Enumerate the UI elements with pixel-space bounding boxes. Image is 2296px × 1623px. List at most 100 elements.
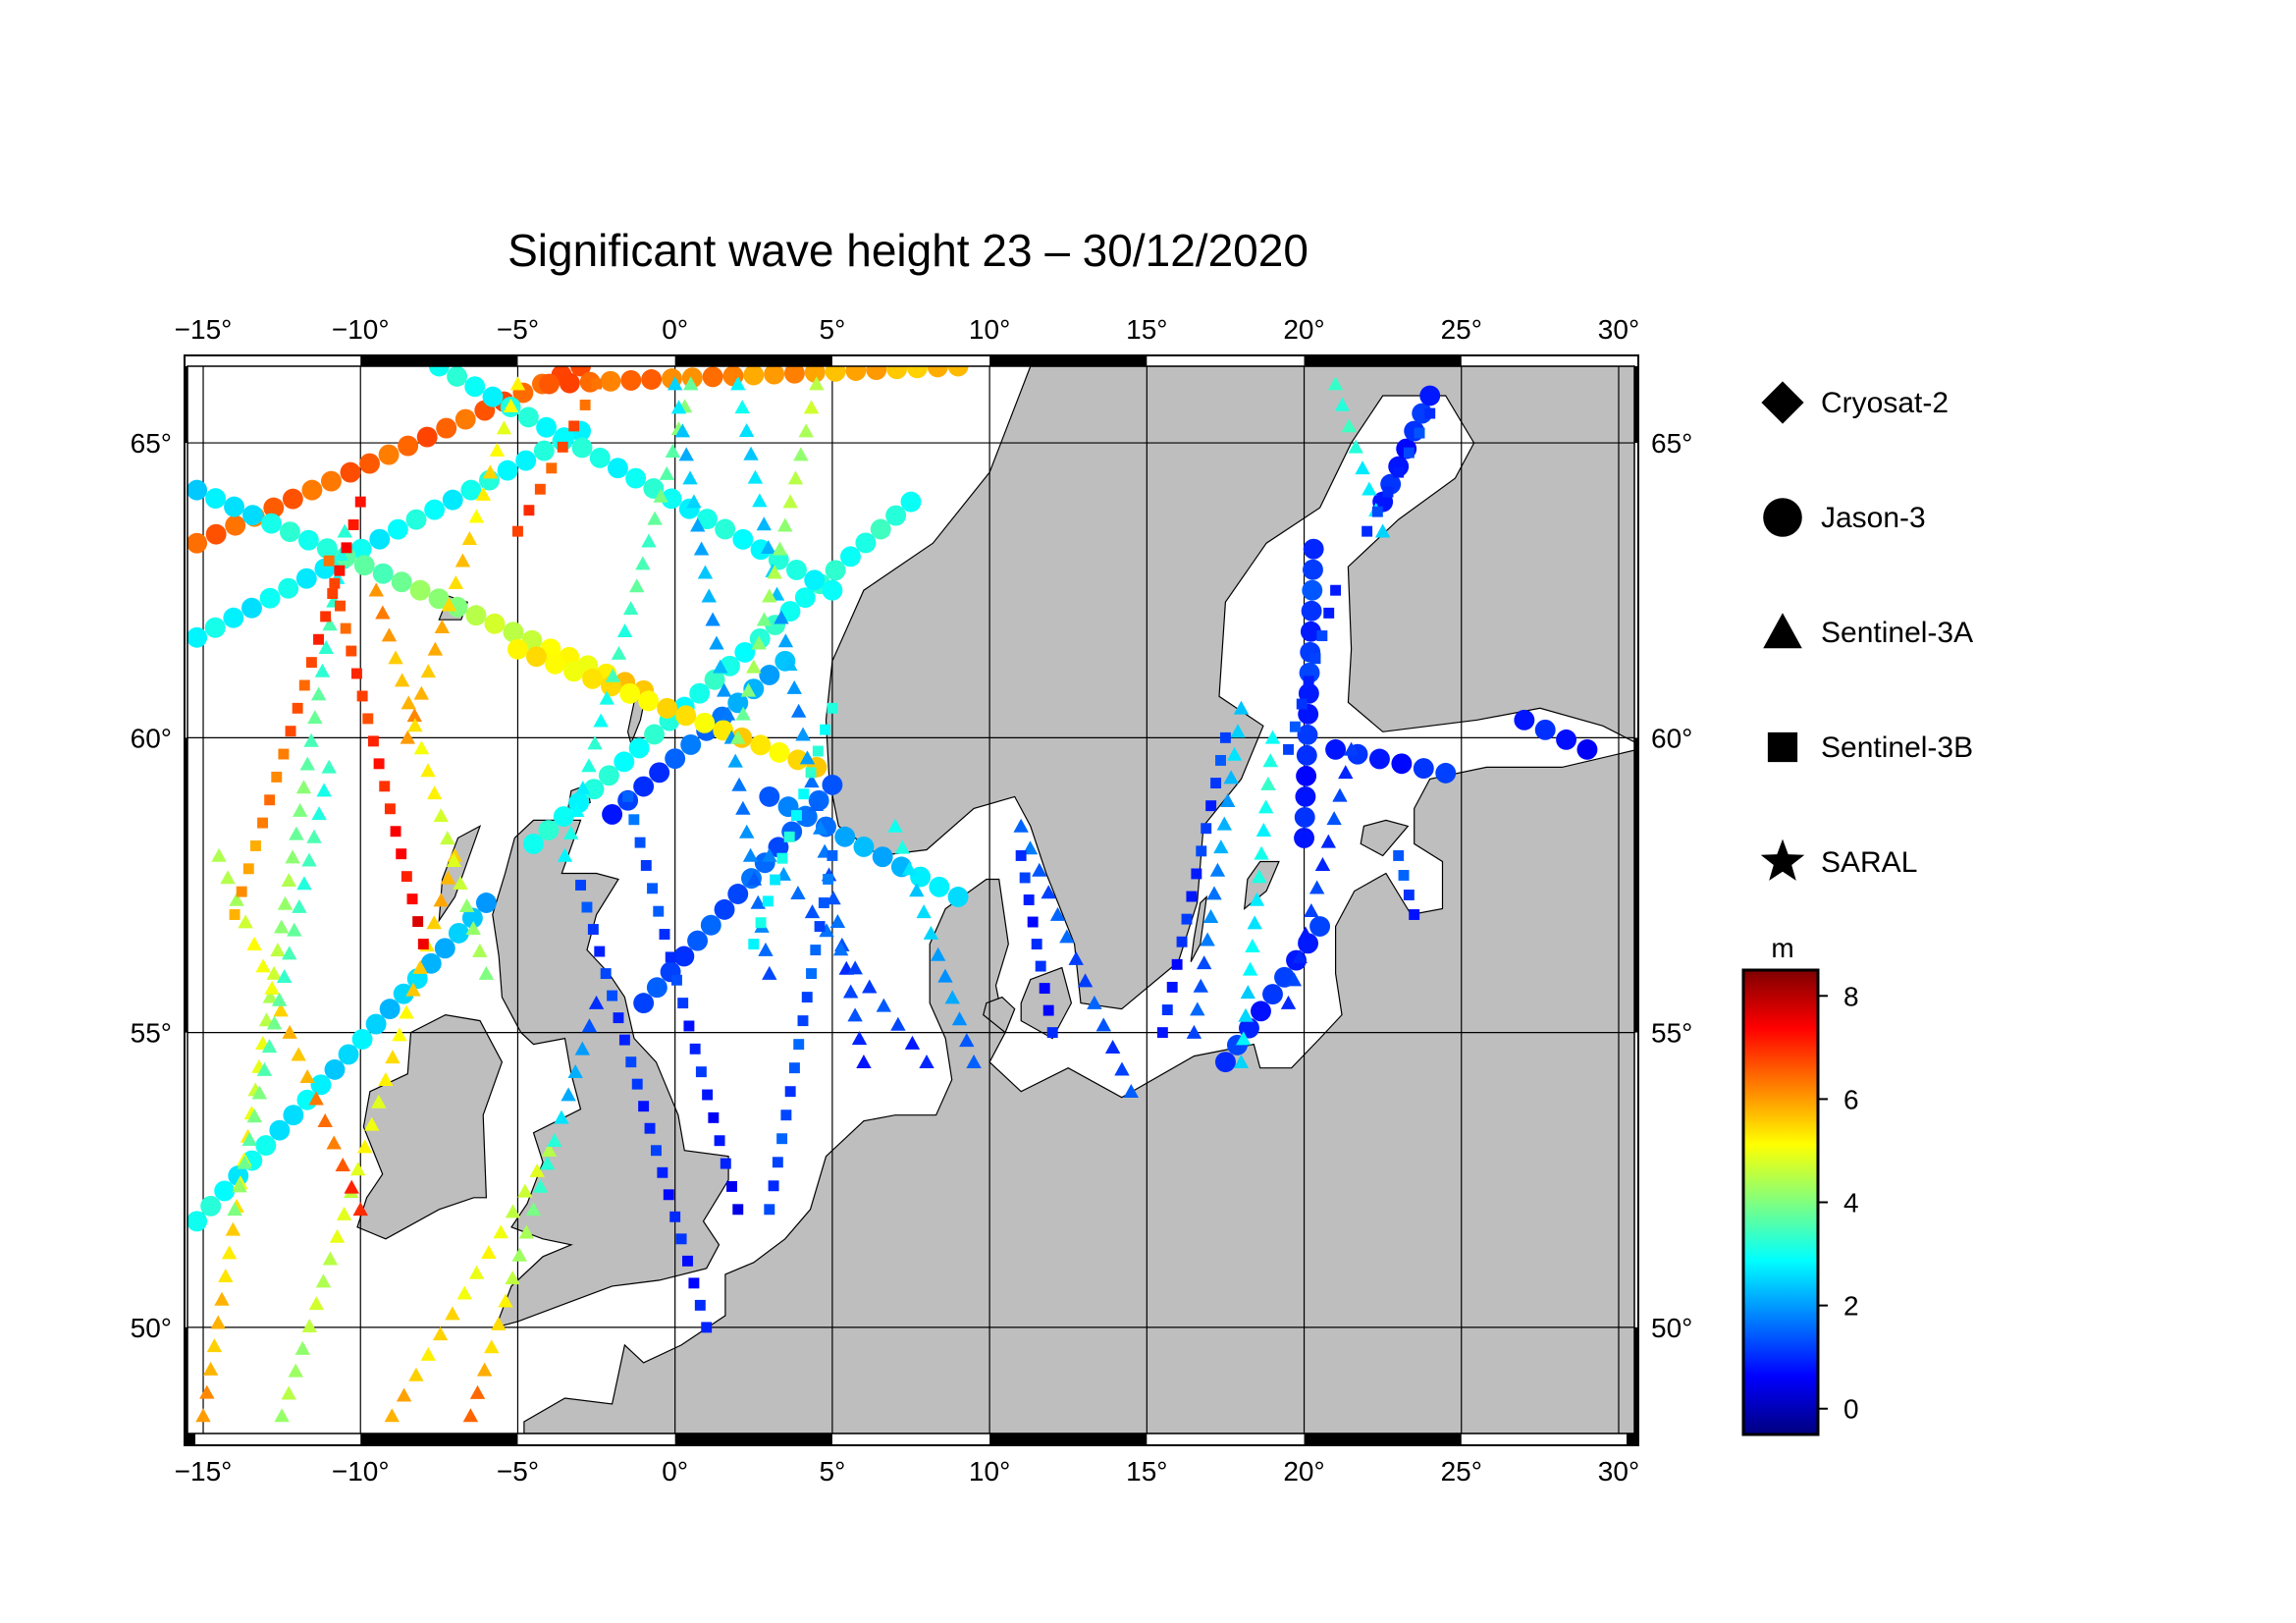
track-point [909,883,925,897]
land-saaremaa [1360,819,1410,857]
track-point [657,1166,668,1178]
track-point [616,622,633,637]
track-point [659,465,674,480]
longitude-tick-label: −10° [332,314,390,345]
track-point [1286,972,1303,987]
legend-item: SARAL [1760,839,1917,881]
longitude-tick-label: 15° [1126,1456,1167,1487]
track-point [855,532,877,554]
track-point [669,1211,681,1222]
track-point [774,610,789,624]
track-point [581,758,597,773]
track-point [445,1306,460,1321]
track-point [574,1041,591,1055]
track-point [740,682,757,697]
track-point [316,783,332,797]
latitude-tick-label: 50° [1651,1313,1692,1343]
latitude-tick-label: 65° [131,428,172,459]
satellite-tracks [187,366,1598,1423]
track-point [364,1116,380,1131]
track-point [1176,936,1188,947]
track-point [714,1135,725,1147]
track-point [279,521,300,543]
frame-segment-top [360,355,518,366]
longitude-tick-label: −15° [175,314,233,345]
track-point [752,493,768,508]
track-point [257,817,269,829]
track-point [1095,1017,1111,1032]
frame-segment-bottom [1304,1434,1462,1445]
track-point [647,883,658,894]
track-point [1325,738,1347,760]
track-point [1348,439,1363,454]
track-point [872,846,893,868]
frame-segment-top [674,355,832,366]
map-area[interactable] [187,356,1637,1434]
track-point [1302,579,1323,601]
track-point [310,686,327,701]
track-point [1255,823,1272,838]
track-point [255,1135,277,1157]
track-point [529,1163,545,1177]
track-point [456,1285,472,1300]
track-point [1303,676,1314,687]
track-sentinel-3b [764,849,838,1216]
track-point [420,952,442,974]
track-point [1240,985,1256,1000]
track-point [440,870,456,885]
longitude-tick-label: 20° [1283,314,1324,345]
track-point [1398,870,1410,881]
track-point [777,633,794,648]
track-point [910,866,932,888]
track-point [468,1265,485,1279]
track-point [568,420,580,432]
track-point [762,847,777,862]
track-point [503,622,524,643]
track-point [1077,973,1094,988]
track-point [481,1244,497,1259]
track-point [916,904,932,919]
track-point [678,447,694,461]
track-point [825,366,846,382]
track-point [759,785,780,807]
track-point [686,494,702,509]
track-point [890,1016,906,1031]
track-point [271,771,283,783]
track-point [428,366,450,377]
track-point [589,447,611,468]
latitude-tick-label: 55° [1651,1018,1692,1049]
track-point [206,1338,223,1353]
track-point [274,919,290,934]
track-point [644,1122,656,1134]
track-point [747,469,764,484]
track-point [341,542,352,554]
track-point [296,876,312,891]
track-point [258,1012,275,1027]
track-point [705,612,721,626]
track-point [631,1078,643,1090]
track-sentinel-3b [323,555,429,950]
track-point [536,416,558,438]
track-point [1186,891,1198,902]
track-point [454,408,476,430]
track-point [1294,806,1315,828]
track-jason-3 [1294,538,1324,848]
track-point [730,376,746,391]
track-point [225,514,246,536]
map-frame-inner [187,365,1635,1434]
track-point [1304,902,1319,917]
latitude-labels-left: 50° 55° 60° 65° [131,428,172,1343]
track-point [398,435,419,457]
track-point [295,568,317,589]
track-point [732,1204,744,1216]
track-point [187,479,208,501]
track-point [768,1180,779,1192]
colorbar: m 0 2 4 6 8 [1741,933,1859,1436]
track-point [391,571,412,593]
track-point [1320,834,1337,848]
track-point [797,1015,809,1027]
track-point [663,1189,674,1201]
track-point [876,998,892,1012]
latitude-tick-label: 50° [131,1313,172,1343]
longitude-tick-label: 5° [820,1456,846,1487]
